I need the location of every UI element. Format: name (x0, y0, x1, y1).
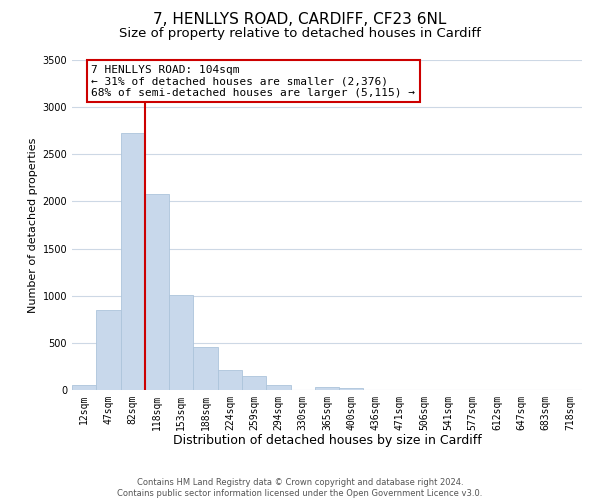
Text: Contains HM Land Registry data © Crown copyright and database right 2024.
Contai: Contains HM Land Registry data © Crown c… (118, 478, 482, 498)
Bar (193, 347, 218, 390)
Bar (339, 388, 364, 390)
Text: 7, HENLLYS ROAD, CARDIFF, CF23 6NL: 7, HENLLYS ROAD, CARDIFF, CF23 6NL (154, 12, 446, 28)
Bar (315, 387, 339, 390)
Text: 7 HENLLYS ROAD: 104sqm
← 31% of detached houses are smaller (2,376)
68% of semi-: 7 HENLLYS ROAD: 104sqm ← 31% of detached… (91, 64, 415, 98)
X-axis label: Distribution of detached houses by size in Cardiff: Distribution of detached houses by size … (173, 434, 481, 448)
Bar (242, 376, 266, 390)
Y-axis label: Number of detached properties: Number of detached properties (28, 138, 38, 312)
Bar (145, 194, 169, 390)
Bar (121, 132, 145, 390)
Bar (96, 310, 121, 390)
Text: Size of property relative to detached houses in Cardiff: Size of property relative to detached ho… (119, 28, 481, 40)
Bar (266, 385, 290, 390)
Bar (218, 370, 242, 390)
Bar (169, 295, 193, 390)
Bar (72, 385, 96, 390)
